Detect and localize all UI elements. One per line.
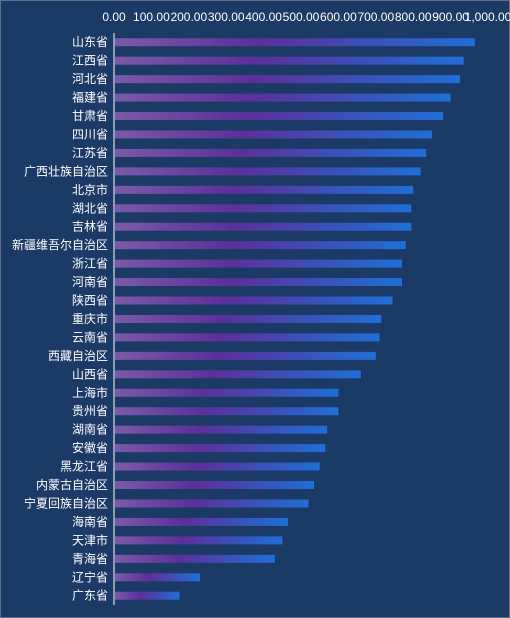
x-tick-label: 100.00: [133, 10, 170, 24]
x-tick-label: 900.00: [432, 10, 469, 24]
bar: [115, 222, 412, 231]
category-label: 内蒙古自治区: [36, 477, 108, 492]
category-label: 福建省: [72, 90, 108, 105]
bar: [115, 167, 421, 176]
bars: [115, 38, 475, 600]
x-tick-label: 700.00: [357, 10, 394, 24]
x-tick-label: 500.00: [283, 10, 320, 24]
bar: [115, 591, 180, 600]
category-label: 吉林省: [72, 220, 108, 234]
bar: [115, 241, 406, 250]
bar: [115, 333, 380, 342]
x-tick-label: 200.00: [170, 10, 207, 24]
bar: [115, 573, 201, 582]
category-label: 上海市: [72, 385, 108, 400]
category-label: 四川省: [72, 127, 108, 141]
x-tick-label: 1,000.00: [465, 10, 510, 24]
category-label: 天津市: [72, 532, 108, 547]
category-label: 安徽省: [72, 440, 108, 455]
x-tick-label: 800.00: [395, 10, 432, 24]
bar: [115, 75, 460, 84]
category-label: 重庆市: [72, 311, 108, 326]
category-label: 青海省: [72, 551, 108, 566]
x-tick-label: 600.00: [320, 10, 357, 24]
category-label: 湖北省: [72, 200, 108, 215]
category-label: 江西省: [72, 54, 108, 68]
bar: [115, 278, 402, 287]
category-label: 海南省: [72, 514, 108, 529]
bar: [115, 185, 414, 194]
bar: [115, 499, 309, 508]
x-axis-ticks: 0.00 100.00 200.00 300.00 400.00 500.00 600.00…: [102, 10, 510, 24]
bar: [115, 112, 444, 121]
bar: [115, 148, 427, 157]
category-label: 新疆维吾尔自治区: [12, 237, 108, 252]
category-label: 山西省: [72, 367, 108, 381]
bar: [115, 481, 315, 490]
category-label: 宁夏回族自治区: [24, 495, 108, 510]
bar: [115, 38, 475, 47]
category-label: 浙江省: [72, 257, 108, 271]
bar: [115, 444, 326, 453]
category-label: 甘肃省: [72, 109, 108, 123]
category-label: 云南省: [72, 329, 108, 344]
bar: [115, 388, 339, 397]
bar: [115, 536, 283, 545]
bar: [115, 425, 328, 434]
bar: [115, 130, 432, 139]
bar: [115, 370, 361, 379]
category-label: 西藏自治区: [48, 349, 108, 363]
bar: [115, 462, 320, 471]
category-label: 江苏省: [72, 146, 108, 160]
bar: [115, 554, 275, 563]
category-label: 辽宁省: [72, 569, 108, 584]
category-label: 北京市: [72, 182, 108, 197]
bar: [115, 351, 376, 360]
bar: [115, 259, 402, 268]
bar: [115, 204, 412, 213]
x-tick-label: 400.00: [245, 10, 282, 24]
bar: [115, 56, 464, 65]
category-label: 湖南省: [72, 422, 108, 437]
bar: [115, 407, 339, 416]
category-labels: 山东省江西省河北省福建省甘肃省四川省江苏省广西壮族自治区北京市湖北省吉林省新疆维…: [12, 35, 108, 603]
category-label: 陕西省: [72, 293, 108, 308]
category-label: 河北省: [72, 72, 108, 86]
bar: [115, 314, 382, 323]
bar: [115, 517, 288, 526]
category-label: 河南省: [72, 274, 108, 289]
x-tick-label: 0.00: [102, 10, 126, 24]
category-label: 山东省: [72, 35, 108, 49]
category-label: 贵州省: [72, 404, 108, 418]
category-label: 广西壮族自治区: [24, 164, 108, 178]
bar: [115, 296, 393, 305]
x-tick-label: 300.00: [208, 10, 245, 24]
category-label: 广东省: [72, 589, 108, 603]
category-label: 黑龙江省: [60, 460, 108, 474]
bar: [115, 93, 451, 102]
